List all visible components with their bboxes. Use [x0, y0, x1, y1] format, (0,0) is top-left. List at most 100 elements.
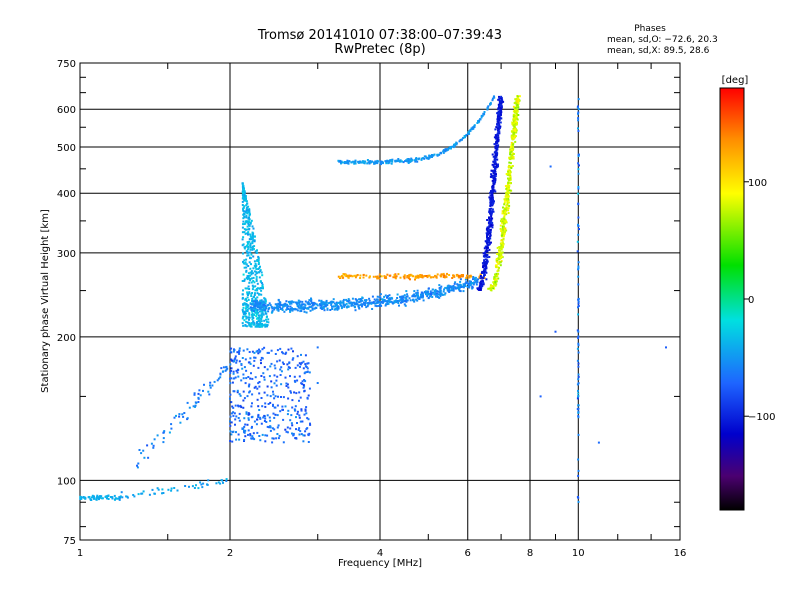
echo-point: [499, 112, 502, 115]
echo-point: [283, 310, 286, 313]
echo-point: [303, 434, 306, 437]
echo-point: [299, 365, 301, 368]
echo-point: [162, 492, 165, 494]
echo-point: [354, 306, 356, 309]
echo-point: [415, 292, 418, 295]
echo-point: [266, 434, 269, 437]
echo-point: [302, 360, 305, 363]
echo-point: [142, 490, 145, 493]
echo-point: [449, 146, 452, 148]
echo-point: [276, 349, 279, 352]
echo-point: [242, 220, 245, 223]
echo-point: [273, 364, 276, 367]
echo-point: [509, 172, 512, 175]
echo-point: [261, 405, 264, 408]
echo-point: [88, 496, 91, 498]
echo-point: [490, 214, 493, 216]
echo-point: [261, 305, 264, 308]
echo-point: [365, 274, 368, 277]
echo-point: [246, 310, 249, 313]
echo-point: [511, 148, 514, 151]
echo-point: [488, 218, 491, 221]
echo-point: [244, 382, 247, 385]
echo-point: [292, 434, 295, 437]
echo-point: [516, 108, 519, 111]
echo-point: [246, 252, 249, 255]
echo-point: [492, 155, 495, 158]
echo-point: [240, 406, 243, 409]
echo-point: [238, 351, 240, 354]
echo-point: [202, 389, 204, 392]
echo-point: [364, 304, 366, 306]
echo-point: [363, 161, 366, 164]
echo-point: [268, 375, 271, 378]
echo-point: [296, 422, 298, 424]
echo-point: [577, 330, 580, 333]
echo-point: [435, 275, 438, 278]
echo-point: [494, 166, 496, 169]
echo-point: [251, 234, 254, 236]
echo-point: [91, 496, 93, 499]
echo-point: [494, 153, 497, 156]
echo-point: [465, 276, 468, 279]
echo-point: [286, 306, 289, 309]
echo-point: [468, 280, 471, 283]
echo-point: [358, 298, 360, 301]
echo-point: [388, 301, 391, 304]
echo-point: [500, 239, 503, 242]
echo-point: [446, 149, 449, 151]
echo-point: [264, 300, 267, 303]
echo-point: [244, 245, 247, 248]
echo-point: [431, 156, 433, 158]
echo-point: [497, 277, 500, 280]
echo-point: [372, 275, 375, 278]
echo-point: [264, 310, 267, 313]
echo-point: [480, 272, 483, 274]
echo-point: [121, 496, 124, 499]
echo-point: [274, 306, 277, 309]
echo-point: [294, 405, 297, 408]
echo-point: [241, 182, 244, 185]
echo-point: [464, 282, 467, 285]
echo-point: [288, 366, 291, 369]
echo-point: [486, 108, 489, 111]
echo-point: [291, 406, 294, 409]
echo-point: [403, 294, 406, 297]
echo-point: [399, 276, 402, 279]
echo-point: [260, 271, 263, 274]
echo-point: [308, 371, 311, 374]
echo-point: [298, 416, 301, 419]
echo-point: [242, 349, 245, 352]
echo-point: [238, 438, 241, 441]
echo-point: [120, 491, 123, 494]
echo-point: [403, 277, 406, 280]
echo-point: [514, 118, 517, 121]
echo-point: [483, 255, 486, 258]
echo-point: [494, 169, 496, 172]
echo-point: [203, 383, 205, 386]
echo-point: [455, 143, 458, 146]
echo-point: [503, 215, 506, 218]
echo-point: [237, 433, 240, 436]
echo-point: [513, 102, 516, 105]
echo-point: [248, 312, 251, 315]
echo-point: [242, 406, 245, 409]
echo-point: [512, 137, 515, 140]
echo-point: [366, 305, 369, 308]
echo-point: [577, 474, 580, 477]
echo-point: [245, 325, 248, 328]
echo-point: [253, 420, 256, 423]
echo-point: [261, 312, 264, 315]
echo-point: [495, 173, 497, 176]
echo-point: [253, 295, 255, 298]
echo-point: [136, 464, 138, 467]
echo-point: [503, 203, 506, 206]
echo-point: [503, 221, 506, 224]
echo-point: [335, 307, 338, 310]
echo-point: [514, 123, 517, 126]
echo-point: [276, 304, 279, 307]
echo-point: [479, 282, 482, 285]
echo-point: [483, 268, 486, 271]
echo-point: [435, 290, 438, 293]
echo-point: [578, 228, 580, 231]
